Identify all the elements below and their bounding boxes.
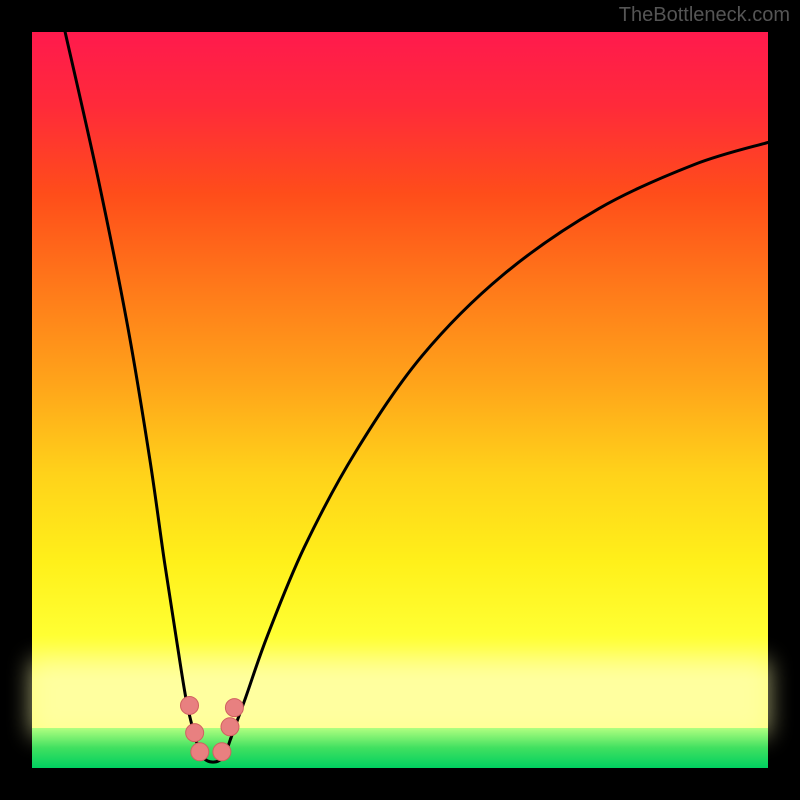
curve-left [65, 32, 195, 739]
bottleneck-marker [181, 696, 199, 714]
bottleneck-marker [186, 724, 204, 742]
chart-container: TheBottleneck.com [0, 0, 800, 800]
bottleneck-marker [221, 718, 239, 736]
curve-right [231, 142, 768, 738]
bottleneck-marker [213, 743, 231, 761]
watermark-text: TheBottleneck.com [619, 4, 790, 27]
bottleneck-marker [225, 699, 243, 717]
plot-area [32, 32, 768, 768]
curves-svg [32, 32, 768, 768]
bottleneck-marker [191, 743, 209, 761]
